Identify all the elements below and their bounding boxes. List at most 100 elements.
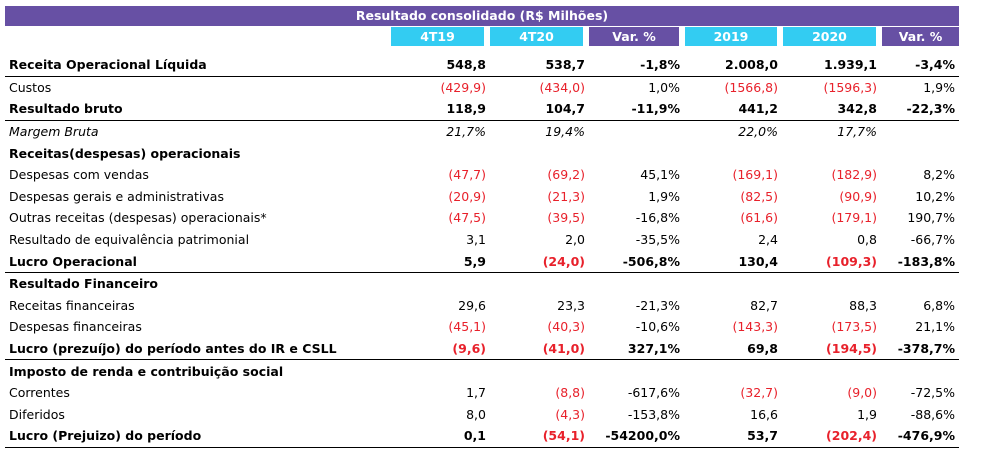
row-value — [881, 360, 959, 382]
row-value — [589, 142, 684, 164]
row-value: -506,8% — [589, 250, 684, 273]
row-value: 342,8 — [782, 98, 881, 121]
row-value: (40,3) — [547, 319, 585, 335]
header-4t19: 4T19 — [391, 27, 484, 46]
row-value: -183,8% — [881, 250, 959, 273]
row-value: 8,2% — [923, 167, 955, 183]
row-value: (21,3) — [547, 188, 585, 204]
header-var-quarter: Var. % — [589, 27, 679, 46]
table-row: Receitas financeiras 29,6 23,3 -21,3% 82,7 88… — [5, 295, 959, 317]
row-value: 23,3 — [557, 297, 585, 313]
row-label: Lucro (prezuíjo) do período antes do IR … — [5, 337, 391, 361]
row-value: (32,7) — [740, 385, 778, 401]
row-value: (202,4) — [782, 425, 881, 448]
table-row: Despesas gerais e administrativas (20,9) (… — [5, 186, 959, 208]
row-value: (61,6) — [740, 210, 778, 226]
row-value: 1,9 — [857, 406, 877, 422]
table-row: Resultado de equivalência patrimonial 3,1… — [5, 229, 959, 251]
row-value: (143,3) — [732, 319, 778, 335]
row-label: Custos — [9, 79, 52, 95]
header-2020: 2020 — [783, 27, 876, 46]
header-2019: 2019 — [685, 27, 777, 46]
row-value: 441,2 — [684, 98, 782, 121]
row-value: 190,7% — [907, 210, 955, 226]
row-value: 104,7 — [490, 98, 589, 121]
row-value: -72,5% — [910, 385, 955, 401]
row-label: Margem Bruta — [9, 124, 99, 140]
row-value: -476,9% — [881, 425, 959, 448]
row-value: -617,6% — [627, 385, 680, 401]
row-label: Despesas gerais e administrativas — [9, 188, 224, 204]
row-value: 45,1% — [640, 167, 680, 183]
table-row: Receitas(despesas) operacionais — [5, 142, 959, 164]
row-value — [391, 142, 490, 164]
row-value: -153,8% — [627, 406, 680, 422]
table-row: Custos (429,9) (434,0) 1,0% (1566,8) (1596,3)… — [5, 76, 959, 98]
row-value: (47,5) — [448, 210, 486, 226]
table-row: Lucro (prezuíjo) do período antes do IR … — [5, 337, 959, 361]
table-row: Resultado Financeiro — [5, 272, 959, 294]
header-var-year: Var. % — [882, 27, 959, 46]
row-value — [391, 360, 490, 382]
row-value — [782, 142, 881, 164]
row-value: -3,4% — [881, 54, 959, 77]
header-4t20: 4T20 — [490, 27, 583, 46]
row-label: Lucro Operacional — [5, 250, 391, 273]
row-value: 6,8% — [923, 297, 955, 313]
row-label: Receitas(despesas) operacionais — [9, 145, 241, 161]
table-row: Margem Bruta 21,7% 19,4% 22,0% 17,7% — [5, 120, 959, 142]
row-value: 82,7 — [750, 297, 778, 313]
row-value: 2,4 — [758, 232, 778, 248]
row-value: -22,3% — [881, 98, 959, 121]
row-value: (24,0) — [490, 250, 589, 273]
row-label: Resultado bruto — [5, 98, 391, 121]
row-value: (20,9) — [448, 188, 486, 204]
row-value: (47,7) — [448, 167, 486, 183]
row-value — [684, 360, 782, 382]
row-value: (69,2) — [547, 167, 585, 183]
row-value: (434,0) — [539, 79, 585, 95]
row-value: 2.008,0 — [684, 54, 782, 77]
results-table: Receita Operacional Líquida 548,8 538,7 -1,… — [5, 54, 959, 448]
row-value — [782, 272, 881, 294]
row-label: Receitas financeiras — [9, 297, 135, 313]
row-label: Despesas com vendas — [9, 167, 149, 183]
row-value: (8,8) — [555, 385, 585, 401]
row-value: 19,4% — [545, 124, 585, 140]
row-value: 29,6 — [458, 297, 486, 313]
row-label: Imposto de renda e contribuição social — [9, 363, 284, 379]
row-value — [589, 120, 684, 142]
row-value: -378,7% — [881, 337, 959, 361]
row-value: -66,7% — [910, 232, 955, 248]
row-value: 327,1% — [589, 337, 684, 361]
row-value — [490, 272, 589, 294]
row-value: -88,6% — [910, 406, 955, 422]
row-value — [589, 360, 684, 382]
row-value: 53,7 — [684, 425, 782, 448]
row-value: 548,8 — [391, 54, 490, 77]
row-value: 538,7 — [490, 54, 589, 77]
row-value — [881, 272, 959, 294]
row-value: (179,1) — [831, 210, 877, 226]
table-row: Lucro Operacional 5,9 (24,0) -506,8% 130,4 (1… — [5, 250, 959, 273]
row-value: 130,4 — [684, 250, 782, 273]
row-value — [782, 360, 881, 382]
row-value: (9,6) — [391, 337, 490, 361]
row-value: (39,5) — [547, 210, 585, 226]
table-row: Correntes 1,7 (8,8) -617,6% (32,7) (9,0) -72,5… — [5, 382, 959, 404]
row-value: 17,7% — [837, 124, 877, 140]
row-value: (4,3) — [555, 406, 585, 422]
table-row: Diferidos 8,0 (4,3) -153,8% 16,6 1,9 -88,6% — [5, 404, 959, 426]
row-value: (109,3) — [782, 250, 881, 273]
row-value: 1.939,1 — [782, 54, 881, 77]
row-value: (1566,8) — [724, 79, 779, 95]
table-row: Despesas com vendas (47,7) (69,2) 45,1% (169… — [5, 164, 959, 186]
row-value: 2,0 — [565, 232, 585, 248]
row-value: (182,9) — [831, 167, 877, 183]
row-label: Diferidos — [9, 406, 65, 422]
table-row: Resultado bruto 118,9 104,7 -11,9% 441,2 342,… — [5, 98, 959, 121]
row-value: 16,6 — [750, 406, 778, 422]
table-row: Lucro (Prejuizo) do período 0,1 (54,1) -542… — [5, 425, 959, 448]
row-value — [490, 142, 589, 164]
